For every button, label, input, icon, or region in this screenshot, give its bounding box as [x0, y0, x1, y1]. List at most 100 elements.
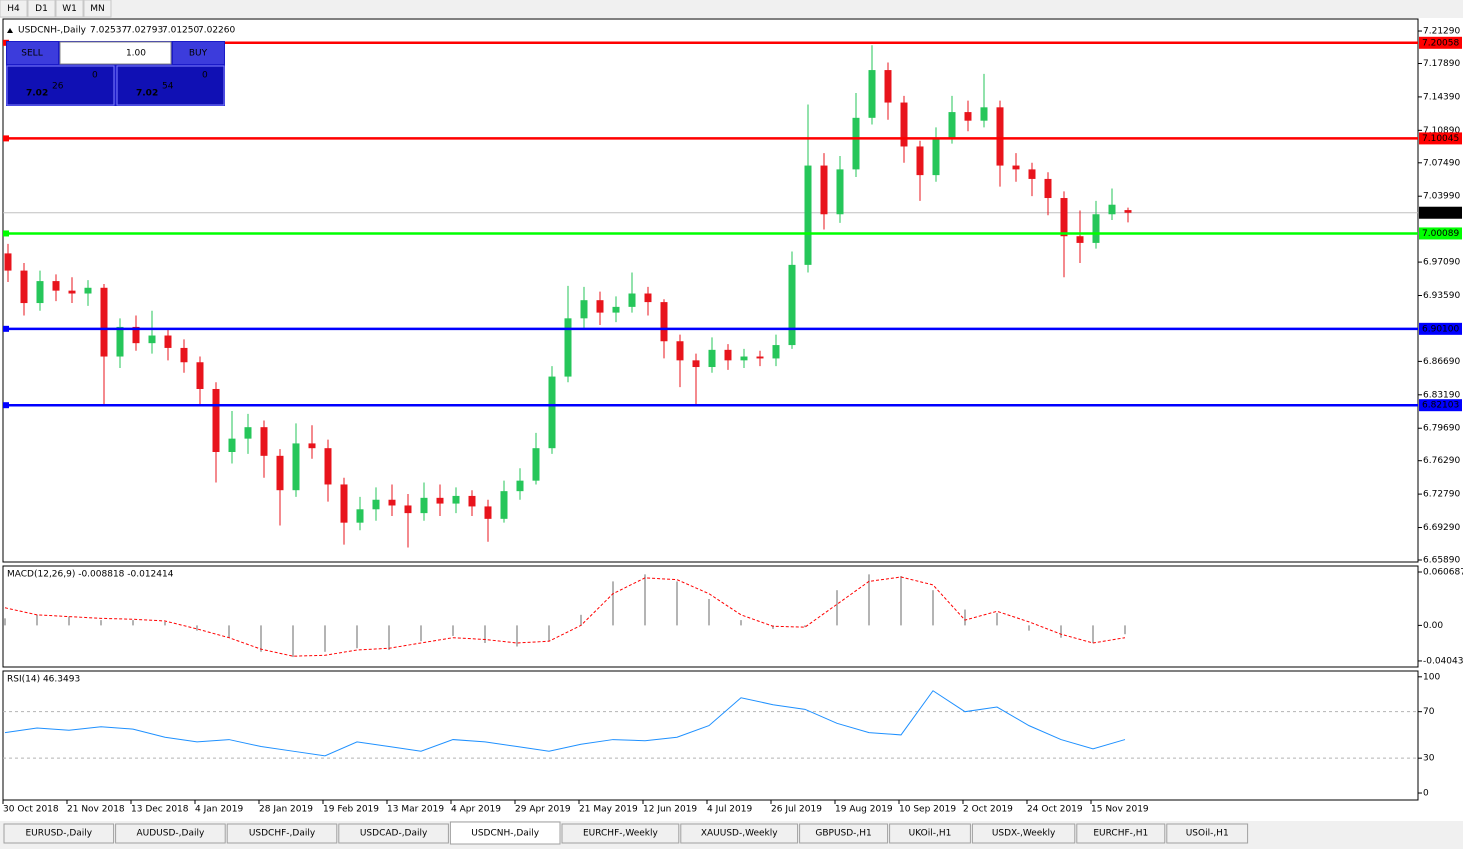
macd-bar: [484, 625, 486, 643]
y-tick-label: 100: [1423, 672, 1440, 682]
level-label: 7.00089: [1422, 229, 1459, 239]
symbol-tab[interactable]: [449, 821, 561, 845]
symbol-tab-label: USOil-,H1: [1186, 829, 1229, 839]
symbol-tab[interactable]: [1166, 823, 1249, 844]
symbol-tab-label: EURUSD-,Daily: [25, 829, 92, 839]
x-tick-label: 26 Jul 2019: [771, 805, 822, 815]
rsi-panel: [2, 670, 1419, 801]
symbol-tab[interactable]: [3, 823, 115, 844]
current-price-label: 7.02260: [1422, 208, 1459, 218]
y-tick-label: 6.83190: [1423, 390, 1460, 400]
macd-bar: [132, 620, 134, 626]
macd-bar: [772, 625, 774, 629]
y-tick-label: 6.76290: [1423, 456, 1460, 466]
symbol-tab[interactable]: [338, 823, 449, 844]
candle-body: [1092, 214, 1100, 243]
candle-body: [500, 491, 508, 519]
macd-bar: [964, 609, 966, 626]
symbol-tab-label: UKOil-,H1: [909, 829, 952, 839]
x-tick-label: 28 Jan 2019: [259, 805, 313, 815]
price-pips: 26: [52, 82, 64, 92]
x-tick-label: 21 May 2019: [579, 805, 638, 815]
candle-body: [1076, 236, 1084, 243]
candle-body: [1108, 204, 1116, 215]
symbol-tab-label: EURCHF-,H1: [1093, 829, 1148, 839]
candle-body: [116, 326, 124, 357]
level-handle: [3, 230, 9, 237]
symbol-tab[interactable]: [115, 823, 226, 844]
candle-body: [996, 107, 1004, 166]
y-tick-label: 7.07490: [1423, 158, 1460, 168]
price-button[interactable]: [6, 65, 115, 106]
macd-bar: [740, 620, 742, 626]
candle-body: [228, 438, 236, 453]
candle-body: [260, 427, 268, 456]
candle-body: [948, 112, 956, 138]
price-button[interactable]: [116, 65, 225, 106]
timeframe-button[interactable]: [55, 0, 84, 18]
candle-body: [276, 455, 284, 491]
candle-body: [372, 499, 380, 510]
macd-bar: [324, 625, 326, 652]
symbol-tab[interactable]: [226, 823, 338, 844]
symbol-tab[interactable]: [1076, 823, 1166, 844]
candle-body: [4, 253, 12, 271]
y-tick-label: 6.97090: [1423, 258, 1460, 268]
x-tick-label: 12 Jun 2019: [643, 805, 697, 815]
candle-body: [1060, 198, 1068, 237]
macd-bar: [1124, 625, 1126, 635]
candle-body: [708, 349, 716, 368]
buy-button[interactable]: [173, 42, 224, 64]
macd-bar: [548, 625, 550, 642]
rsi-line: [4, 690, 1126, 757]
symbol-tab[interactable]: [971, 823, 1076, 844]
macd-bar: [1028, 625, 1030, 631]
y-tick-label: 6.93590: [1423, 291, 1460, 301]
macd-panel: [2, 565, 1419, 668]
timeframe-button[interactable]: [27, 0, 56, 18]
macd-bar: [516, 625, 518, 647]
macd-bar: [164, 621, 166, 626]
macd-bar: [100, 620, 102, 626]
price-panel: [2, 18, 1419, 563]
macd-signal: [4, 576, 1126, 657]
candle-body: [628, 293, 636, 307]
timeframe-button[interactable]: [0, 0, 28, 18]
collapse-arrow: [7, 28, 13, 33]
symbol-tab[interactable]: [680, 823, 799, 844]
header-value: 7.02260: [198, 26, 235, 36]
lot-input[interactable]: [59, 41, 172, 65]
price-big: 7.02: [26, 89, 48, 99]
y-tick-label: 6.79690: [1423, 424, 1460, 434]
y-tick-label: 7.14390: [1423, 92, 1460, 102]
symbol-tab-label: USDCAD-,Daily: [360, 829, 428, 839]
lot-value: 1.00: [126, 49, 146, 59]
symbol-tab[interactable]: [561, 823, 680, 844]
sell-button[interactable]: [7, 42, 58, 64]
x-tick-label: 19 Aug 2019: [835, 805, 893, 815]
candle-body: [724, 349, 732, 361]
y-tick-label: 0.060687: [1423, 567, 1463, 577]
candle-body: [516, 480, 524, 492]
y-tick-label: 30: [1423, 754, 1435, 764]
candle-body: [548, 376, 556, 449]
x-tick-label: 2 Oct 2019: [963, 805, 1013, 815]
level-box: [1419, 36, 1462, 49]
x-tick-label: 30 Oct 2018: [3, 805, 59, 815]
timeframe-button[interactable]: [83, 0, 112, 18]
candle-body: [612, 306, 620, 313]
macd-title: MACD(12,26,9) -0.008818 -0.012414: [7, 570, 174, 580]
symbol-tab[interactable]: [889, 823, 971, 844]
candle-body: [292, 443, 300, 491]
symbol-tab[interactable]: [799, 823, 889, 844]
y-tick-label: 70: [1423, 707, 1435, 717]
candle-body: [468, 495, 476, 507]
y-tick-label: 0.00: [1423, 621, 1443, 631]
candle-body: [388, 499, 396, 506]
candle-body: [852, 117, 860, 170]
candle-body: [1044, 178, 1052, 199]
candle-body: [436, 497, 444, 504]
candle-body: [340, 484, 348, 523]
chart-title: USDCNH-,Daily: [18, 26, 87, 36]
